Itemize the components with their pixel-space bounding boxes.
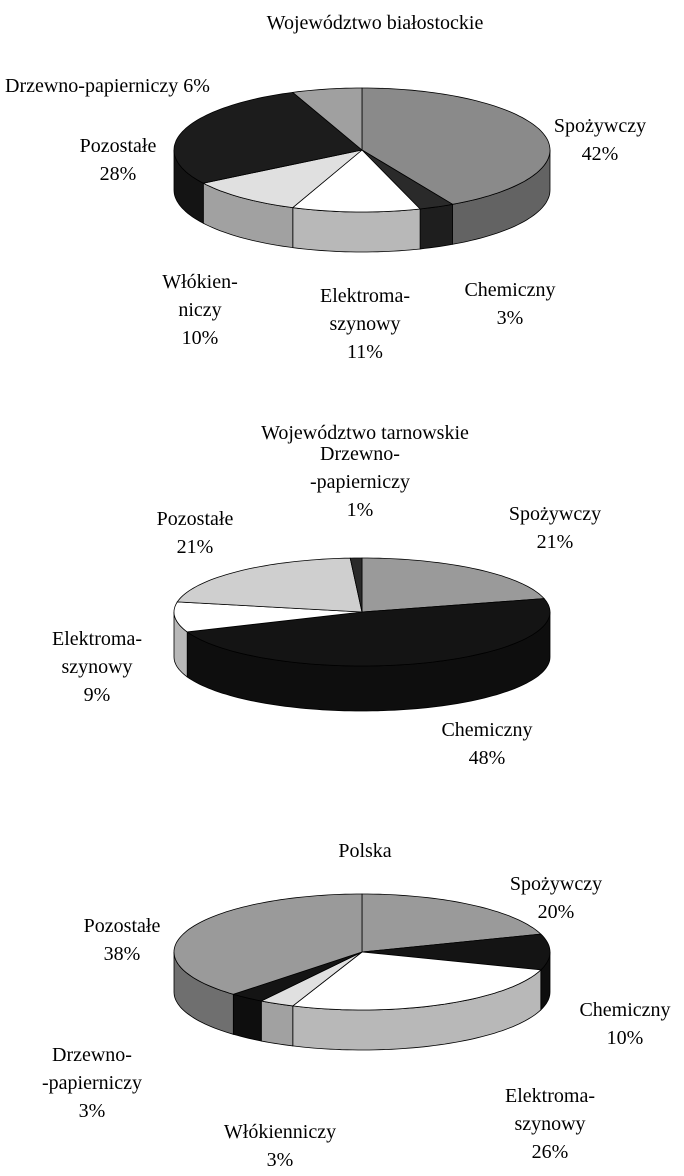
- category-name: Elektroma- szynowy: [505, 1085, 595, 1135]
- slice-label: Chemiczny 48%: [441, 716, 532, 772]
- slice-side: [419, 203, 453, 250]
- slice-label: Włókienniczy 3%: [224, 1118, 336, 1174]
- slice: [176, 557, 363, 613]
- category-name: Spożywczy: [509, 873, 603, 895]
- value-label: 11%: [347, 341, 383, 363]
- chart-title: Województwo tarnowskie: [261, 422, 469, 444]
- slice-label: Spożywczy 21%: [509, 500, 601, 556]
- slice: [186, 598, 551, 667]
- value-label: 21%: [536, 531, 574, 553]
- slice-side: [292, 207, 421, 253]
- value-label: 21%: [176, 536, 214, 558]
- slice-label: Spożywczy 20%: [510, 870, 602, 926]
- chart-title: Województwo białostockie: [266, 12, 484, 34]
- slice-side: [232, 993, 262, 1042]
- slice: [291, 149, 421, 213]
- value-label: 3%: [78, 1100, 106, 1122]
- slice-label: Drzewno- -papierniczy 3%: [42, 1041, 142, 1125]
- category-name: Chemiczny: [441, 719, 533, 741]
- category-name: Spożywczy: [508, 503, 602, 525]
- slice: [349, 557, 363, 613]
- slice-label: Chemiczny 10%: [579, 996, 670, 1052]
- category-name: Drzewno-papierniczy: [5, 75, 179, 97]
- value-label: 42%: [581, 143, 619, 165]
- value-label: 48%: [468, 747, 506, 769]
- category-name: Włókienniczy: [223, 1121, 337, 1143]
- value-label: 3%: [266, 1149, 294, 1171]
- slice-side: [260, 1000, 294, 1047]
- category-name: Chemiczny: [579, 999, 671, 1021]
- category-name: Elektroma- szynowy: [320, 285, 410, 335]
- slice: [361, 893, 542, 953]
- slice-label: Elektroma- szynowy 9%: [52, 625, 142, 709]
- slice-label: Spożywczy 42%: [554, 112, 646, 168]
- category-name: Drzewno- -papierniczy: [42, 1044, 142, 1094]
- slice: [361, 149, 454, 210]
- slice: [173, 893, 363, 995]
- slice-label: Pozostałe 21%: [157, 505, 234, 561]
- slice: [361, 933, 551, 971]
- value-label: 10%: [181, 327, 219, 349]
- slice-label: Chemiczny 3%: [464, 276, 555, 332]
- slice-label: Włókien- niczy 10%: [162, 268, 238, 352]
- category-name: Pozostałe: [79, 135, 157, 157]
- slice-label: Drzewno-papierniczy 6%: [5, 72, 210, 100]
- category-name: Drzewno- -papierniczy: [310, 443, 410, 493]
- slice-label: Elektroma- szynowy 26%: [505, 1082, 595, 1166]
- category-name: Włókien- niczy: [162, 271, 238, 321]
- slice-label: Elektroma- szynowy 11%: [320, 282, 410, 366]
- value-label: 3%: [496, 307, 524, 329]
- slice: [202, 149, 363, 209]
- slice-label: Pozostałe 38%: [84, 912, 161, 968]
- value-label: 20%: [537, 901, 575, 923]
- value-label: 6%: [183, 75, 210, 97]
- value-label: 28%: [99, 163, 137, 185]
- value-label: 1%: [346, 499, 374, 521]
- slice-label: Pozostałe 28%: [80, 132, 157, 188]
- category-name: Spożywczy: [553, 115, 647, 137]
- slice: [260, 951, 363, 1007]
- value-label: 38%: [103, 943, 141, 965]
- category-name: Chemiczny: [464, 279, 556, 301]
- slice: [173, 91, 363, 184]
- category-name: Elektroma- szynowy: [52, 628, 142, 678]
- slice: [291, 951, 542, 1011]
- value-label: 10%: [606, 1027, 644, 1049]
- category-name: Pozostałe: [83, 915, 161, 937]
- slice: [361, 557, 545, 613]
- slice: [173, 601, 363, 633]
- value-label: 9%: [83, 684, 111, 706]
- value-label: 26%: [531, 1141, 569, 1163]
- slice: [291, 87, 363, 151]
- slice: [361, 87, 551, 205]
- category-name: Pozostałe: [156, 508, 234, 530]
- slice-label: Drzewno- -papierniczy 1%: [310, 440, 410, 524]
- slice: [231, 951, 363, 1002]
- chart-title: Polska: [338, 840, 392, 862]
